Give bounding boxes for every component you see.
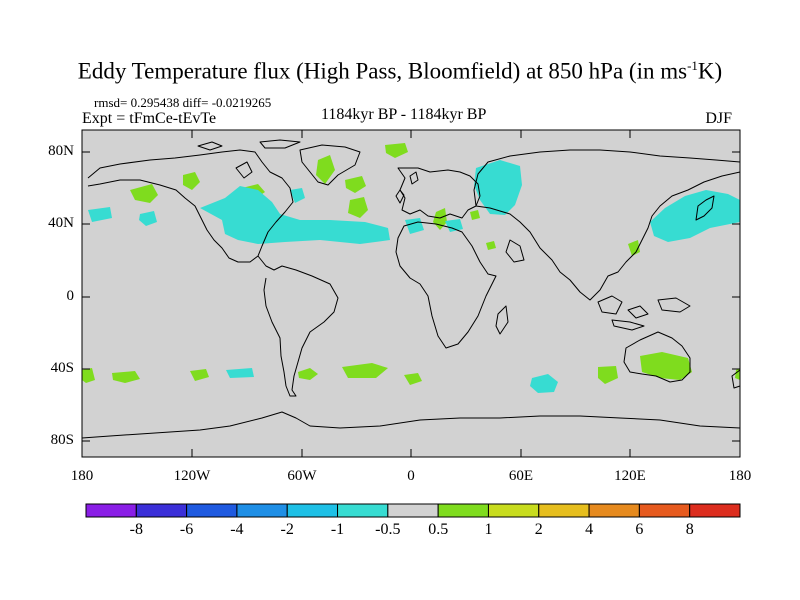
title-superscript: -1 bbox=[687, 58, 698, 73]
negative-anomaly-patches bbox=[88, 160, 740, 393]
lat-label-80n: 80N bbox=[48, 143, 74, 159]
colorbar-box bbox=[538, 503, 590, 518]
colorbar-label: -4 bbox=[230, 521, 244, 538]
period-label: 1184kyr BP - 1184kyr BP bbox=[321, 106, 487, 123]
positive-anomaly-patches bbox=[82, 143, 740, 385]
latitude-ticks bbox=[82, 151, 740, 442]
lon-label-60w: 60W bbox=[287, 468, 317, 484]
colorbar-box bbox=[487, 503, 540, 518]
colorbar-label: -0.5 bbox=[375, 521, 401, 538]
colorbar-box bbox=[186, 503, 238, 518]
colorbar-box bbox=[588, 503, 640, 518]
colorbar-box bbox=[236, 503, 288, 518]
colorbar bbox=[85, 503, 741, 518]
colorbar-label: -6 bbox=[179, 521, 194, 538]
lat-label-0: 0 bbox=[66, 288, 75, 304]
colorbar-box bbox=[85, 503, 137, 518]
colorbar-label: 0.5 bbox=[428, 521, 449, 538]
lon-label-120w: 120W bbox=[173, 468, 211, 484]
colorbar-label: 6 bbox=[635, 521, 644, 538]
rmsd-diff-stats: rmsd= 0.295438 diff= -0.0219265 bbox=[94, 95, 272, 110]
colorbar-label: -8 bbox=[129, 521, 143, 538]
lon-label-180w: 180 bbox=[70, 468, 94, 484]
lon-label-0: 0 bbox=[407, 468, 415, 484]
colorbar-box bbox=[689, 503, 741, 518]
lon-label-60e: 60E bbox=[508, 468, 534, 484]
plot-title: Eddy Temperature flux (High Pass, Bloomf… bbox=[0, 58, 800, 85]
colorbar-box bbox=[437, 503, 489, 518]
lat-label-40n: 40N bbox=[48, 215, 74, 231]
lon-label-120e: 120E bbox=[614, 468, 646, 484]
lon-label-180e: 180 bbox=[728, 468, 752, 484]
colorbar-label: 8 bbox=[685, 521, 694, 538]
colorbar-label: 1 bbox=[484, 521, 493, 538]
season-label: DJF bbox=[705, 110, 732, 127]
coastlines bbox=[81, 139, 741, 439]
lat-label-40s: 40S bbox=[50, 360, 74, 376]
colorbar-box bbox=[286, 503, 339, 518]
colorbar-label: 4 bbox=[585, 521, 594, 538]
colorbar-box bbox=[135, 503, 188, 518]
colorbar-label: -2 bbox=[280, 521, 294, 538]
colorbar-box bbox=[638, 503, 691, 518]
title-text: Eddy Temperature flux (High Pass, Bloomf… bbox=[77, 58, 688, 84]
colorbar-label: 2 bbox=[534, 521, 543, 538]
lat-label-80s: 80S bbox=[50, 432, 74, 448]
longitude-ticks bbox=[81, 130, 741, 457]
title-suffix: K) bbox=[697, 58, 723, 84]
colorbar-box bbox=[337, 503, 389, 518]
colorbar-label: -1 bbox=[330, 521, 345, 538]
colorbar-box bbox=[387, 503, 439, 518]
experiment-label: Expt = tFmCe-tEvTe bbox=[82, 110, 217, 127]
